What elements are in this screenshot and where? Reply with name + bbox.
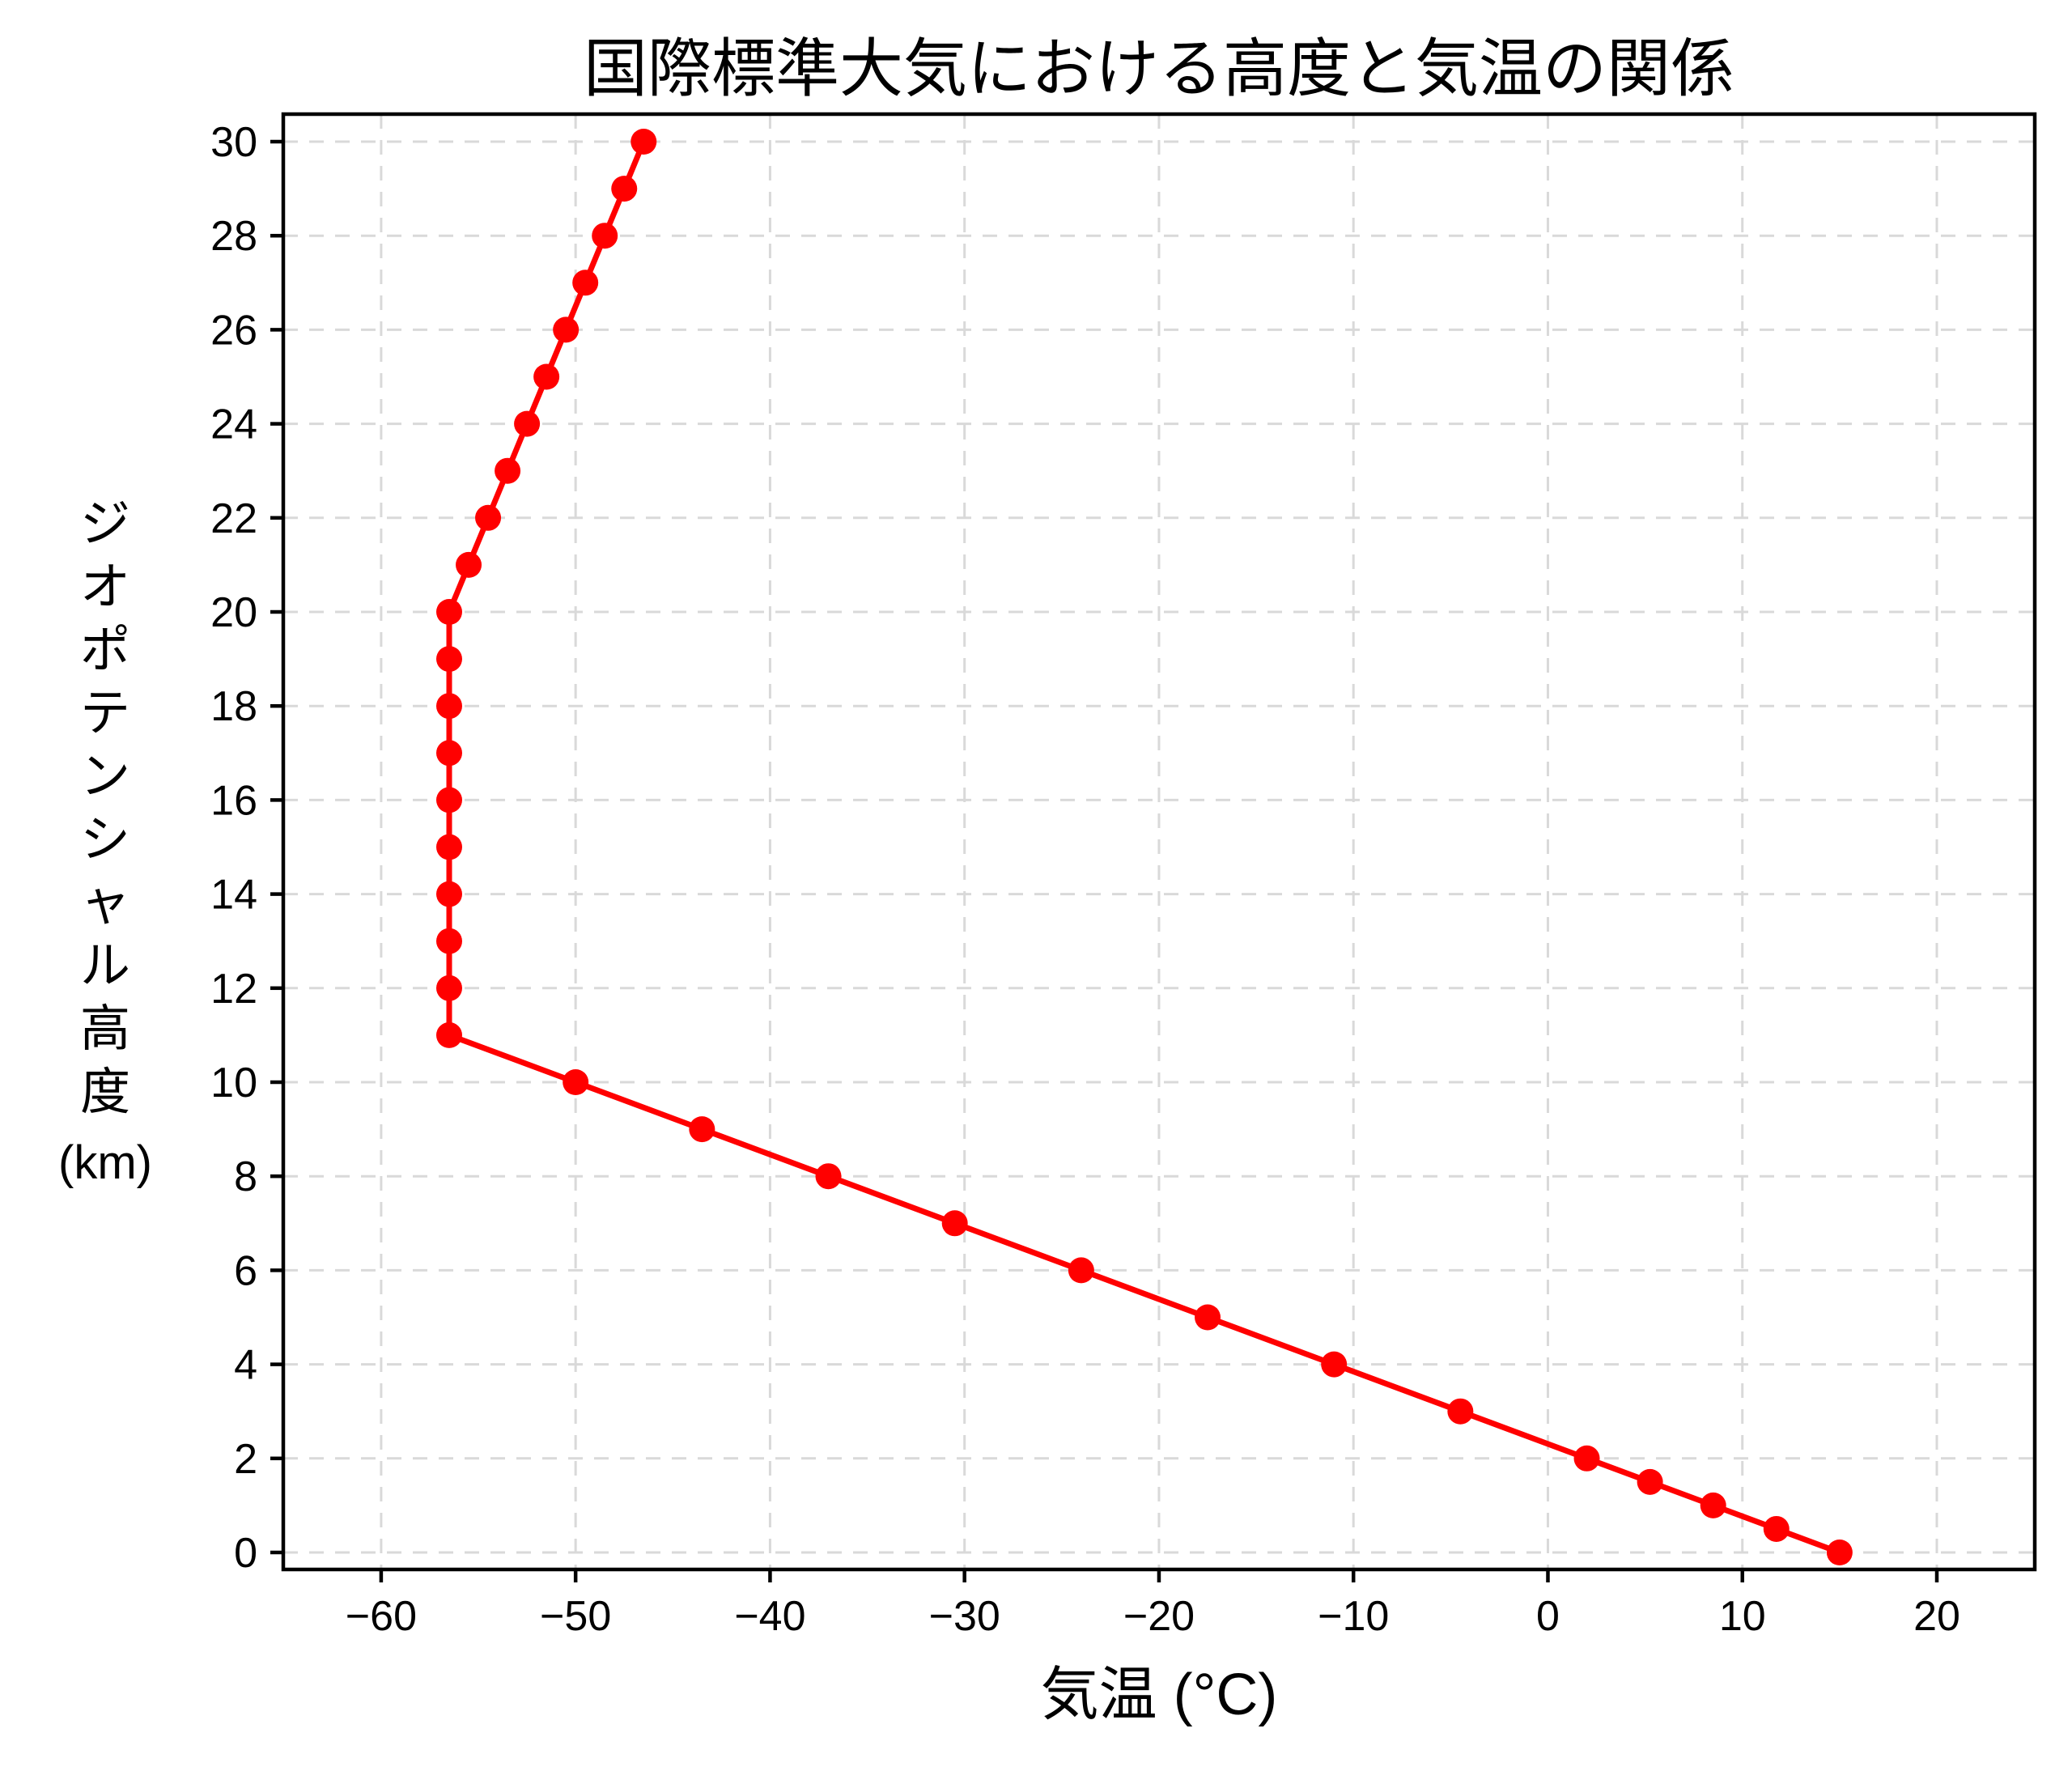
svg-text:6: 6 (234, 1247, 257, 1294)
svg-text:26: 26 (210, 307, 257, 354)
svg-text:気温 (°C): 気温 (°C) (1041, 1663, 1278, 1727)
svg-text:0: 0 (1536, 1593, 1560, 1640)
svg-text:(km): (km) (58, 1136, 152, 1189)
svg-text:18: 18 (210, 683, 257, 730)
svg-text:8: 8 (234, 1153, 257, 1200)
svg-text:高: 高 (80, 1001, 130, 1057)
svg-text:14: 14 (210, 872, 257, 919)
svg-text:20: 20 (210, 589, 257, 636)
svg-text:ポ: ポ (80, 622, 130, 678)
svg-text:2: 2 (234, 1436, 257, 1483)
svg-text:28: 28 (210, 213, 257, 260)
svg-text:20: 20 (1913, 1593, 1960, 1640)
svg-text:4: 4 (234, 1342, 257, 1389)
svg-text:ン: ン (80, 749, 130, 805)
svg-text:−60: −60 (346, 1593, 417, 1640)
svg-text:シ: シ (80, 812, 130, 868)
svg-text:−40: −40 (734, 1593, 805, 1640)
svg-text:−20: −20 (1123, 1593, 1195, 1640)
svg-text:ジ: ジ (80, 496, 130, 552)
svg-text:−30: −30 (929, 1593, 1000, 1640)
svg-text:0: 0 (234, 1530, 257, 1577)
svg-text:−10: −10 (1318, 1593, 1389, 1640)
svg-text:10: 10 (1719, 1593, 1766, 1640)
svg-text:10: 10 (210, 1060, 257, 1106)
svg-text:国際標準大気における高度と気温の関係: 国際標準大気における高度と気温の関係 (584, 32, 1734, 104)
svg-text:ル: ル (80, 938, 130, 994)
svg-text:ャ: ャ (80, 875, 130, 931)
svg-text:30: 30 (210, 119, 257, 166)
svg-text:オ: オ (80, 559, 130, 615)
svg-text:16: 16 (210, 777, 257, 824)
svg-text:24: 24 (210, 401, 257, 448)
svg-text:度: 度 (80, 1064, 130, 1120)
svg-text:12: 12 (210, 966, 257, 1013)
svg-text:−50: −50 (540, 1593, 611, 1640)
svg-text:テ: テ (80, 686, 130, 741)
svg-text:22: 22 (210, 495, 257, 542)
